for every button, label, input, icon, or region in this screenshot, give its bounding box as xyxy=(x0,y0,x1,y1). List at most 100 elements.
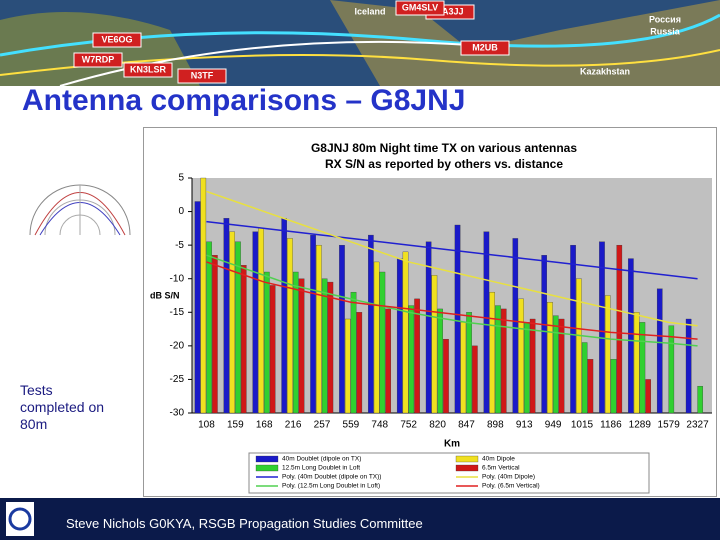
footer-bar xyxy=(0,498,720,540)
bar xyxy=(460,322,467,414)
map-place-label: Iceland xyxy=(354,6,385,16)
bar xyxy=(281,218,287,414)
bar xyxy=(431,275,438,414)
map-place-label: Россия xyxy=(649,14,681,24)
bar xyxy=(200,177,207,414)
bar xyxy=(298,278,305,414)
trend-line xyxy=(206,261,698,340)
bar xyxy=(350,291,357,414)
chart: G8JNJ 80m Night time TX on various anten… xyxy=(143,127,717,497)
x-tick-label: 559 xyxy=(343,420,360,431)
x-tick-label: 257 xyxy=(314,420,331,431)
bar xyxy=(628,258,634,414)
bar xyxy=(212,255,218,414)
bar xyxy=(194,201,201,414)
bar xyxy=(541,255,547,414)
bar xyxy=(402,251,409,414)
callsign-box xyxy=(460,40,510,56)
bar xyxy=(581,342,588,414)
bar xyxy=(344,318,351,414)
trend-line xyxy=(206,254,698,347)
bar xyxy=(356,312,363,414)
legend-label: Poly. (12.5m Long Doublet in Loft) xyxy=(282,483,380,490)
bar xyxy=(685,318,692,414)
footer-text: Steve Nichols G0KYA, RSGB Propagation St… xyxy=(66,516,423,531)
x-tick-label: 949 xyxy=(545,420,562,431)
x-tick-label: 752 xyxy=(400,420,417,431)
callsign-box xyxy=(92,32,142,48)
x-tick-label: 1015 xyxy=(571,420,594,431)
bar xyxy=(599,241,605,414)
bar xyxy=(223,218,230,414)
x-tick-label: 159 xyxy=(227,420,244,431)
bar xyxy=(495,305,501,414)
callsign-box xyxy=(395,0,445,16)
legend-label: 40m Dipole xyxy=(482,456,515,463)
bar xyxy=(656,288,663,414)
x-tick-label: 913 xyxy=(516,420,533,431)
bar xyxy=(524,322,530,414)
bar xyxy=(587,359,594,414)
bar xyxy=(229,231,235,414)
callsign-label: LA3JJ xyxy=(436,6,463,16)
bar xyxy=(287,238,293,414)
bar xyxy=(264,271,270,414)
callsign-box xyxy=(73,52,123,68)
legend-swatch xyxy=(455,455,479,463)
bar xyxy=(489,291,495,414)
bar xyxy=(529,318,536,414)
legend-box xyxy=(248,452,650,494)
bar xyxy=(552,315,559,414)
legend-label: 6.5m Vertical xyxy=(482,465,520,472)
bar xyxy=(633,312,640,414)
y-tick-label: -25 xyxy=(170,374,185,385)
bar xyxy=(547,302,553,414)
polar-plot-thumbnail xyxy=(10,140,140,240)
y-tick-label: 5 xyxy=(178,173,184,184)
callsign-label: W7RDP xyxy=(82,54,115,64)
x-tick-label: 898 xyxy=(487,420,504,431)
bar xyxy=(500,308,507,414)
bar xyxy=(310,234,316,414)
bar xyxy=(373,261,380,414)
bar xyxy=(512,238,519,414)
bar xyxy=(321,278,328,414)
bar xyxy=(292,271,299,414)
x-tick-label: 1186 xyxy=(600,420,622,431)
legend-label: 12.5m Long Doublet in Loft xyxy=(282,465,360,472)
bar xyxy=(379,271,386,414)
x-tick-label: 820 xyxy=(429,420,446,431)
x-tick-label: 1579 xyxy=(658,420,681,431)
legend-label: Poly. (6.5m Vertical) xyxy=(482,483,540,490)
callsign-box xyxy=(123,62,173,78)
bar xyxy=(385,308,391,414)
chart-subtitle: RX S/N as reported by others vs. distanc… xyxy=(325,157,563,171)
legend-swatch xyxy=(455,464,479,472)
x-tick-label: 2327 xyxy=(686,420,709,431)
callsign-label: M2UB xyxy=(472,42,498,52)
bar xyxy=(408,305,415,414)
bar xyxy=(616,244,623,414)
legend-swatch xyxy=(255,455,279,463)
map-banner: Iceland Россия Russia Kazakhstan VE6OG W7RDP K… xyxy=(0,0,720,86)
x-axis-label: Km xyxy=(444,439,460,450)
bar xyxy=(466,312,472,414)
legend-swatch xyxy=(255,464,279,472)
callsign-box xyxy=(177,68,227,84)
bar xyxy=(437,308,443,414)
x-tick-label: 748 xyxy=(371,420,388,431)
bar xyxy=(472,345,478,414)
slide-title: Antenna comparisons – G8JNJ xyxy=(22,84,466,117)
x-tick-label: 216 xyxy=(285,420,302,431)
bar xyxy=(258,228,264,414)
bar xyxy=(570,244,576,414)
bar xyxy=(645,379,651,414)
y-tick-label: -10 xyxy=(170,273,185,284)
bar xyxy=(414,298,420,414)
callsign-label: N3TF xyxy=(191,70,214,80)
callsign-label: VE6OG xyxy=(101,34,132,44)
bar xyxy=(558,318,565,414)
y-tick-label: -15 xyxy=(170,307,185,318)
trend-line xyxy=(206,220,698,280)
